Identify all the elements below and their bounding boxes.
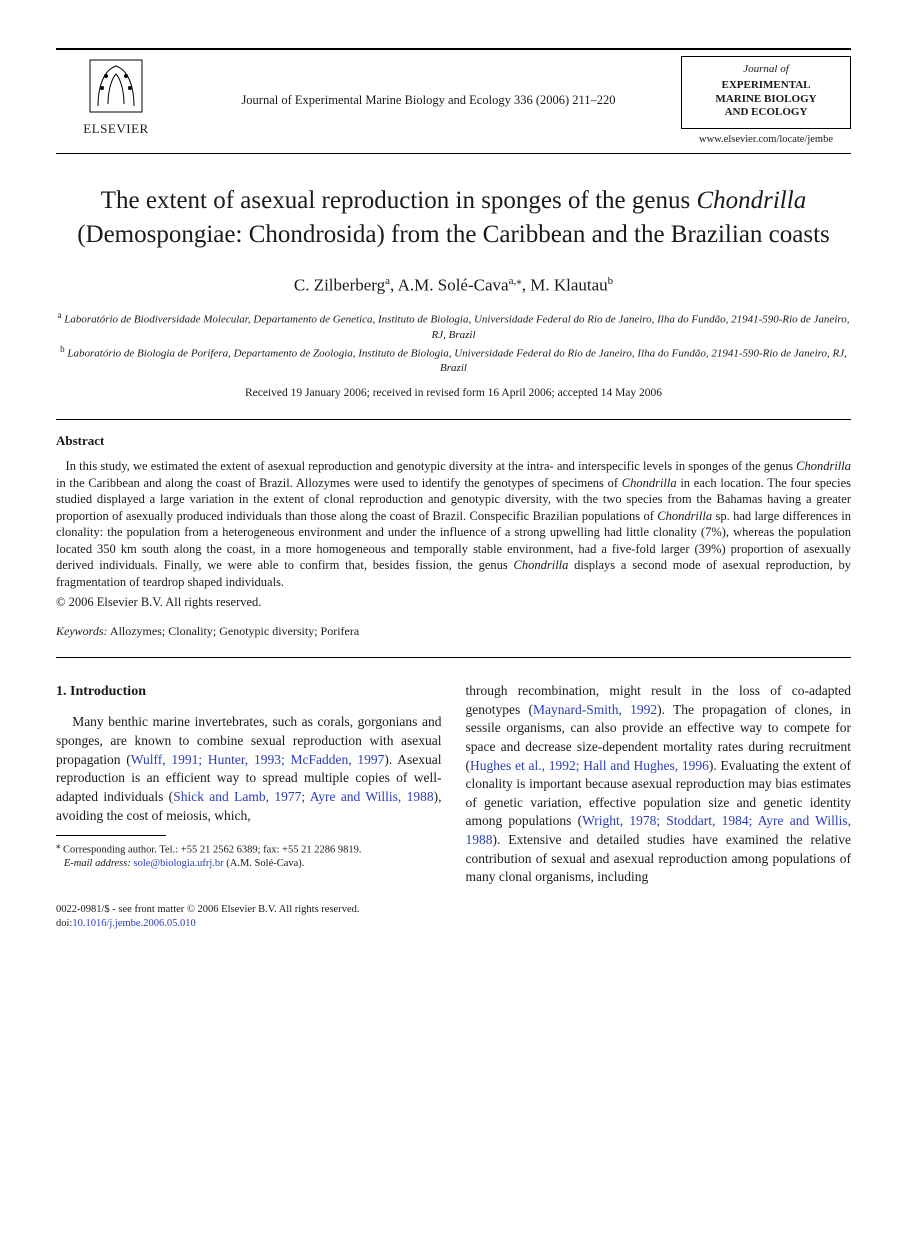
abs-i2: Chondrilla [622,476,677,490]
header-bottom-rule [56,153,851,154]
journal-block: Journal of EXPERIMENTAL MARINE BIOLOGY A… [681,56,851,147]
abs-i3: Chondrilla [657,509,712,523]
article-title: The extent of asexual reproduction in sp… [76,184,831,252]
affiliation-b: b Laboratório de Biologia de Porifera, D… [56,343,851,376]
title-post: (Demospongiae: Chondrosida) from the Car… [77,221,830,248]
author-1-affil: a [385,275,390,287]
journal-title-box: Journal of EXPERIMENTAL MARINE BIOLOGY A… [681,56,851,129]
page-footer: 0022-0981/$ - see front matter © 2006 El… [56,903,851,930]
author-2-corr-mark: ⁎ [516,275,522,287]
email-address[interactable]: sole@biologia.ufrj.br [131,858,226,869]
author-line: C. Zilberberga, A.M. Solé-Cavaa,⁎, M. Kl… [56,274,851,298]
p2d: ). Extensive and detailed studies have e… [466,832,852,884]
affil-b-sup: b [60,344,65,354]
corresponding-author-note: ⁎ Corresponding author. Tel.: +55 21 256… [56,840,442,857]
author-2: A.M. Solé-Cava [398,275,509,294]
footer-line-1: 0022-0981/$ - see front matter © 2006 El… [56,903,851,917]
ref-2[interactable]: Shick and Lamb, 1977; Ayre and Willis, 1… [173,789,433,804]
title-pre: The extent of asexual reproduction in sp… [101,187,697,214]
author-1: C. Zilberberg [294,275,385,294]
body-paragraph-2: through recombination, might result in t… [466,682,852,887]
abstract-top-rule [56,419,851,420]
journal-line-3: MARINE BIOLOGY [686,93,846,107]
abs-i1: Chondrilla [796,459,851,473]
keywords-text: Allozymes; Clonality; Genotypic diversit… [108,624,360,638]
citation-line: Journal of Experimental Marine Biology a… [176,56,681,109]
journal-line-1: Journal of [686,63,846,77]
doi-label: doi: [56,918,72,929]
title-genus: Chondrilla [696,187,806,214]
affil-a-sup: a [58,310,62,320]
email-line: E-mail address: sole@biologia.ufrj.br (A… [56,857,442,871]
footnote-rule [56,835,166,836]
journal-line-2: EXPERIMENTAL [686,79,846,93]
elsevier-logo-icon [86,56,146,116]
abstract-heading: Abstract [56,432,851,450]
journal-url[interactable]: www.elsevier.com/locate/jembe [681,133,851,147]
corr-text: Corresponding author. Tel.: +55 21 2562 … [60,845,361,856]
body-paragraph-1: Many benthic marine invertebrates, such … [56,713,442,825]
author-3-affil: b [608,275,614,287]
abstract-bottom-rule [56,657,851,658]
body-columns: 1. Introduction Many benthic marine inve… [56,682,851,887]
ref-1[interactable]: Wulff, 1991; Hunter, 1993; McFadden, 199… [131,752,385,767]
ref-3[interactable]: Maynard-Smith, 1992 [533,702,657,717]
abstract-text: In this study, we estimated the extent o… [56,458,851,590]
footnotes: ⁎ Corresponding author. Tel.: +55 21 256… [56,840,442,871]
affil-b-text: Laboratório de Biologia de Porifera, Dep… [67,347,846,374]
doi-link[interactable]: 10.1016/j.jembe.2006.05.010 [72,918,195,929]
abs-s2: in the Caribbean and along the coast of … [56,476,622,490]
page-top-rule [56,48,851,50]
author-3: M. Klautau [530,275,607,294]
doi-line: doi:10.1016/j.jembe.2006.05.010 [56,917,851,931]
keywords: Keywords: Allozymes; Clonality; Genotypi… [56,623,851,639]
intro-heading: 1. Introduction [56,682,442,701]
affiliations: a Laboratório de Biodiversidade Molecula… [56,309,851,376]
page-header: ELSEVIER Journal of Experimental Marine … [56,56,851,147]
email-who: (A.M. Solé-Cava). [226,858,304,869]
publisher-block: ELSEVIER [56,56,176,138]
article-dates: Received 19 January 2006; received in re… [56,386,851,402]
ref-4[interactable]: Hughes et al., 1992; Hall and Hughes, 19… [470,758,709,773]
abs-s1: In this study, we estimated the extent o… [66,459,797,473]
affil-a-text: Laboratório de Biodiversidade Molecular,… [64,314,849,341]
copyright-line: © 2006 Elsevier B.V. All rights reserved… [56,594,851,611]
abs-i4: Chondrilla [514,558,569,572]
publisher-name: ELSEVIER [83,120,148,138]
keywords-label: Keywords: [56,624,108,638]
email-label: E-mail address: [64,858,131,869]
affiliation-a: a Laboratório de Biodiversidade Molecula… [56,309,851,342]
journal-line-4: AND ECOLOGY [686,106,846,120]
